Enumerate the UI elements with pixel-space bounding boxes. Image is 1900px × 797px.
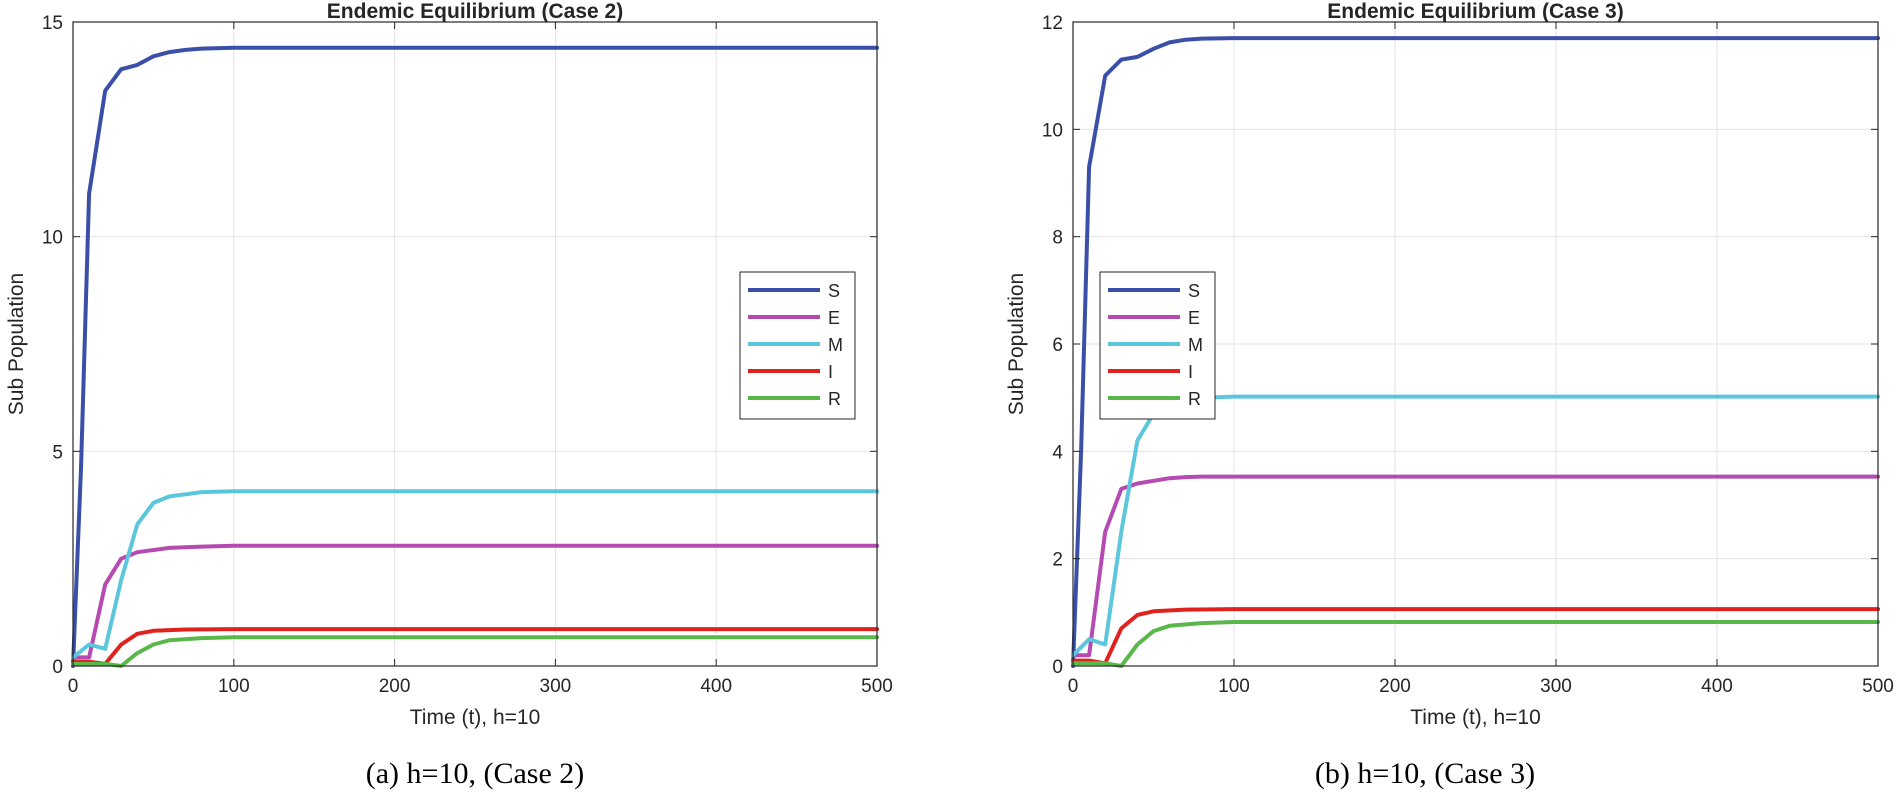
legend-label-R: R [1188,389,1201,409]
x-tick-label: 500 [1862,676,1894,697]
x-tick-label: 400 [1701,676,1733,697]
figure-caption: (a) h=10, (Case 2) [366,757,585,790]
legend-label-S: S [1188,281,1200,301]
x-tick-label: 500 [861,676,893,697]
y-tick-label: 5 [52,442,63,463]
axes-box [72,21,878,667]
series-line-E [71,543,879,660]
chart-title: Endemic Equilibrium (Case 2) [327,0,623,23]
y-tick-label: 2 [1052,550,1063,571]
y-axis-label: Sub Population [1005,273,1028,415]
y-axis-label: Sub Population [5,273,28,415]
chart-title: Endemic Equilibrium (Case 3) [1327,0,1623,23]
legend-label-I: I [828,362,833,382]
y-tick-label: 0 [1052,657,1063,678]
legend-label-S: S [828,281,840,301]
series-line-R [1071,620,1880,668]
y-tick-label: 15 [42,13,63,34]
legend-label-E: E [1188,308,1200,328]
series-line-S [1071,36,1880,668]
y-tick-label: 12 [1042,13,1063,34]
legend-label-I: I [1188,362,1193,382]
y-tick-label: 10 [42,228,63,249]
legend-label-R: R [828,389,841,409]
legend-label-E: E [828,308,840,328]
chart-case-3: 0 100 200 300 400 500 0 2 4 6 8 10 12 Endemic Equilib… [1005,0,1894,790]
y-tick-label: 10 [1042,120,1063,141]
figure-caption: (b) h=10, (Case 3) [1315,757,1535,790]
y-tick-label: 8 [1052,228,1063,249]
x-axis-label: Time (t), h=10 [410,706,541,729]
x-tick-label: 0 [68,676,79,697]
figure-b: 0 100 200 300 400 500 0 2 4 6 8 10 12 Endemic Equilib… [950,0,1900,797]
legend-label-M: M [828,335,843,355]
series-line-E [1071,474,1880,658]
series-line-R [71,635,879,668]
y-tick-label: 0 [52,657,63,678]
series-line-S [71,45,879,668]
legend-label-M: M [1188,335,1203,355]
y-tick-label: 6 [1052,335,1063,356]
series-line-M [71,489,879,660]
x-tick-label: 300 [1540,676,1572,697]
chart-case-2: 0 100 200 300 400 500 0 5 10 15 Endemic Equilibriu… [5,0,893,790]
figure-a: 0 100 200 300 400 500 0 5 10 15 Endemic Equilibriu… [5,0,893,790]
x-tick-label: 0 [1068,676,1079,697]
x-tick-label: 400 [700,676,732,697]
x-tick-label: 300 [540,676,572,697]
y-tick-label: 4 [1052,442,1063,463]
x-tick-label: 100 [1218,676,1250,697]
x-tick-label: 200 [379,676,411,697]
x-axis-label: Time (t), h=10 [1410,706,1541,729]
x-tick-label: 200 [1379,676,1411,697]
x-tick-label: 100 [218,676,250,697]
